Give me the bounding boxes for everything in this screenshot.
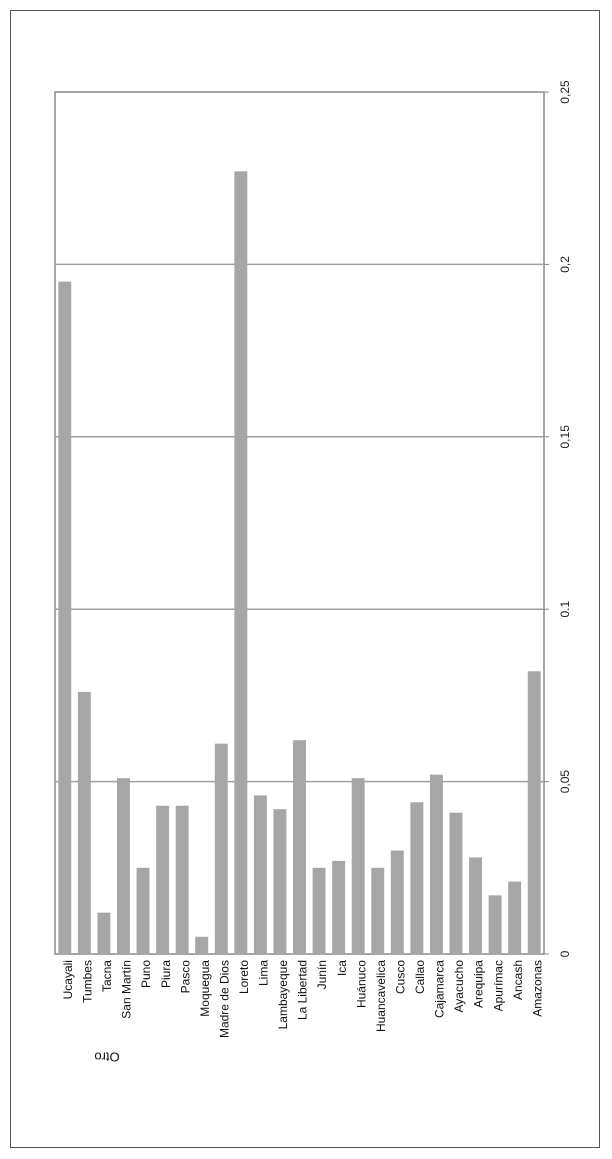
tick-label: 0,05 [558,770,572,794]
category-label: Huánuco [354,960,368,1008]
category-label: Cajamarca [433,960,447,1018]
grid-lines [55,263,544,783]
bar-pasco [175,805,189,954]
bar-junín [312,867,326,954]
tick-label: 0,15 [558,425,572,449]
category-label: Huancavelica [374,960,388,1032]
tick-label: 0 [558,950,572,957]
category-label: Puno [139,960,153,988]
category-label: Callao [413,960,427,994]
category-label: Ayacucho [452,960,466,1013]
bar-lima [253,795,267,954]
bars [58,171,541,954]
bar-ayacucho [449,812,463,954]
bar-san-martín [117,778,130,954]
category-label: San Martín [120,960,134,1019]
category-label: Junín [315,960,329,989]
bar-ucayali [58,281,72,954]
bar-loreto [234,171,248,954]
bar-cajamarca [429,774,443,954]
bar-madre-de-dios [214,743,228,954]
category-label: Lima [257,960,271,986]
category-label: Tacna [100,960,114,992]
bar-tacna [97,912,111,954]
bar-apurímac [488,895,502,954]
bar-moquegua [195,936,209,954]
category-label: Arequipa [472,960,486,1008]
bar-callao [410,802,424,954]
bar-amazonas [527,671,541,954]
category-label: Tumbes [81,960,95,1003]
category-label: Cusco [393,960,407,994]
category-labels: Ucayali Tumbes Tacna San Martín Puno Piura Pas… [61,960,544,1038]
bar-arequipa [469,857,482,954]
bar-huancavelica [371,867,385,954]
tick-label: 0.1 [558,601,572,618]
category-label: Lambayeque [276,960,290,1030]
bar-ica [332,860,346,954]
category-label: Ucayali [61,960,75,999]
value-ticks: 0 0,05 0.1 0,15 0,2 0,25 [544,80,572,957]
bar-lambayeque [273,809,287,954]
category-label: La Libertad [296,960,310,1020]
bar-piura [156,805,170,954]
category-label: Moquegua [198,960,212,1017]
category-label: Loreto [237,960,251,994]
axis-title: Otro [94,1050,119,1065]
bar-tumbes [77,691,91,954]
tick-label: 0,2 [558,256,572,273]
chart-frame [10,10,600,1148]
category-label: Amazonas [530,960,544,1017]
tick-label: 0,25 [558,80,572,104]
bar-la-libertad [293,740,306,954]
bar-huánuco [351,778,365,954]
bar-puno [136,867,150,954]
category-label: Madre de Dios [217,960,231,1038]
category-label: Ica [335,960,349,976]
bar-ancash [508,881,522,954]
category-label: Ancash [511,960,525,1000]
category-label: Apurímac [491,960,505,1011]
bar-cusco [390,850,404,954]
category-label: Piura [159,960,173,988]
category-label: Pasco [178,960,192,994]
